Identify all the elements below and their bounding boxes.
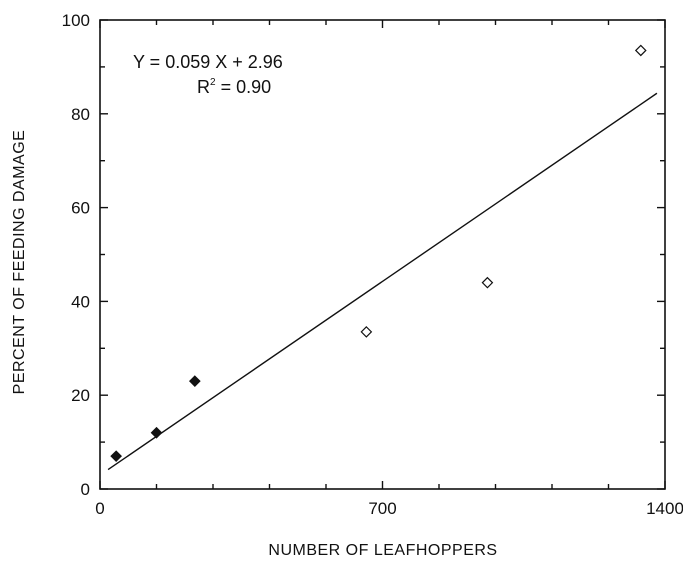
y-tick-label: 80 — [71, 105, 90, 124]
x-tick-label: 1400 — [646, 499, 683, 518]
r-squared-annotation: R2 = 0.90 — [197, 77, 271, 97]
y-tick-label: 20 — [71, 386, 90, 405]
axis-tick-labels: 0 20 40 60 80 100 0 700 1400 — [62, 11, 683, 518]
regression-line — [107, 92, 658, 471]
x-tick-label: 700 — [368, 499, 396, 518]
axis-ticks — [99, 19, 666, 490]
plot-frame — [99, 19, 666, 490]
x-axis-label: NUMBER OF LEAFHOPPERS — [268, 542, 497, 559]
data-points — [110, 44, 647, 463]
filled-diamond-point — [188, 375, 201, 387]
y-tick-label: 60 — [71, 199, 90, 218]
y-tick-label: 0 — [81, 480, 90, 499]
regression-equation: Y = 0.059 X + 2.96 — [133, 52, 283, 72]
r-squared-prefix: R — [197, 77, 210, 97]
r-squared-superscript: 2 — [210, 77, 216, 88]
open-diamond-point — [634, 44, 647, 57]
x-tick-label: 0 — [95, 499, 104, 518]
open-diamond-point — [360, 326, 373, 338]
filled-diamond-point — [150, 426, 163, 439]
y-axis-label: PERCENT OF FEEDING DAMAGE — [11, 130, 28, 395]
y-tick-label: 100 — [62, 11, 90, 30]
filled-diamond-point — [110, 450, 122, 463]
open-diamond-point — [481, 276, 494, 289]
r-squared-value: = 0.90 — [216, 77, 272, 97]
y-tick-label: 40 — [71, 292, 90, 311]
